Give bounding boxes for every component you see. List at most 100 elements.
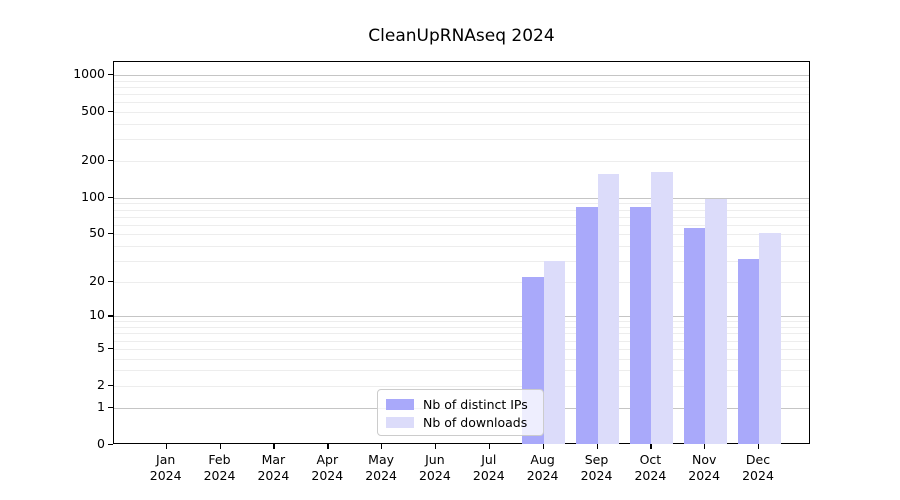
minor-gridline <box>114 216 809 218</box>
minor-gridline <box>114 260 809 262</box>
major-gridline <box>114 316 809 318</box>
minor-gridline <box>114 209 809 211</box>
minor-gridline <box>114 139 809 141</box>
x-tick-label: Mar 2024 <box>243 452 303 484</box>
y-tick-mark <box>108 111 113 113</box>
legend-entry: Nb of distinct IPs <box>386 396 535 412</box>
x-tick-label: Apr 2024 <box>297 452 357 484</box>
y-tick-label: 1 <box>97 398 105 414</box>
minor-gridline <box>114 102 809 104</box>
y-tick-mark <box>108 280 113 282</box>
bar-downloads <box>651 171 673 444</box>
legend-label: Nb of distinct IPs <box>423 396 528 412</box>
legend: Nb of distinct IPs Nb of downloads <box>377 389 544 436</box>
y-tick-label: 0 <box>97 435 105 451</box>
y-tick-label: 50 <box>89 225 105 241</box>
minor-gridline <box>114 86 809 88</box>
bar-downloads <box>705 198 727 444</box>
legend-label: Nb of downloads <box>423 414 528 430</box>
year-label: 2024 <box>634 468 667 483</box>
year-label: 2024 <box>203 468 236 483</box>
y-tick-label: 5 <box>97 339 105 355</box>
x-tick-mark <box>327 444 329 449</box>
x-tick-mark <box>650 444 652 449</box>
x-tick-label: Feb 2024 <box>190 452 250 484</box>
plot-area <box>113 61 810 444</box>
y-tick-mark <box>108 406 113 408</box>
x-tick-mark <box>596 444 598 449</box>
year-label: 2024 <box>418 468 451 483</box>
x-tick-label: May 2024 <box>351 452 411 484</box>
year-label: 2024 <box>149 468 182 483</box>
x-tick-mark <box>488 444 491 449</box>
year-label: 2024 <box>742 468 774 483</box>
minor-gridline <box>114 327 809 328</box>
y-tick-label: 500 <box>81 103 105 118</box>
month-label: Nov <box>691 452 717 467</box>
x-tick-label: Jul 2024 <box>459 452 519 484</box>
month-label: Mar <box>261 452 286 467</box>
y-tick-mark <box>108 159 113 162</box>
y-tick-mark <box>108 233 113 235</box>
minor-gridline <box>114 385 809 387</box>
minor-gridline <box>114 123 809 125</box>
x-tick-mark <box>219 444 221 449</box>
x-tick-label: Oct 2024 <box>620 452 680 484</box>
minor-gridline <box>114 112 809 113</box>
y-tick-label: 20 <box>89 272 105 288</box>
y-tick-mark <box>108 73 113 76</box>
minor-gridline <box>114 358 809 360</box>
minor-gridline <box>114 348 809 350</box>
x-tick-label: Sep 2024 <box>567 452 627 484</box>
legend-entry: Nb of downloads <box>386 414 535 430</box>
minor-gridline <box>114 203 809 205</box>
year-label: 2024 <box>257 468 290 483</box>
x-tick-label: Jun 2024 <box>405 452 465 484</box>
year-label: 2024 <box>580 468 613 483</box>
minor-gridline <box>114 94 809 95</box>
y-tick-label: 1000 <box>73 65 105 81</box>
x-tick-mark <box>165 444 167 449</box>
y-tick-label: 10 <box>89 307 105 323</box>
legend-swatch <box>386 398 414 410</box>
x-tick-label: Jan 2024 <box>136 452 196 484</box>
y-tick-mark <box>108 384 113 387</box>
y-tick-mark <box>108 347 113 349</box>
year-label: 2024 <box>688 468 721 483</box>
minor-gridline <box>114 234 809 236</box>
major-gridline <box>114 197 809 199</box>
legend-swatch <box>386 416 414 428</box>
minor-gridline <box>114 370 809 372</box>
y-tick-label: 200 <box>81 151 105 167</box>
bar-distinct-ips <box>576 206 598 444</box>
minor-gridline <box>114 321 809 323</box>
x-tick-label: Aug 2024 <box>513 452 573 484</box>
bar-distinct-ips <box>683 228 706 444</box>
bar-downloads <box>759 233 781 444</box>
major-gridline <box>114 74 809 76</box>
x-tick-mark <box>381 444 383 449</box>
x-tick-mark <box>704 444 706 449</box>
x-tick-mark <box>758 444 760 449</box>
minor-gridline <box>114 245 809 247</box>
month-label: Feb <box>208 452 231 467</box>
x-tick-label: Nov 2024 <box>674 452 734 484</box>
minor-gridline <box>114 340 809 342</box>
month-label: Jan <box>156 452 176 467</box>
x-tick-mark <box>542 444 544 449</box>
month-label: Sep <box>584 452 609 467</box>
x-tick-label: Dec 2024 <box>728 452 788 484</box>
y-tick-mark <box>108 443 113 445</box>
y-tick-mark <box>108 196 113 198</box>
year-label: 2024 <box>311 468 344 483</box>
month-label: Jul <box>481 452 497 467</box>
month-label: Oct <box>639 452 662 467</box>
bar-distinct-ips <box>737 259 759 444</box>
month-label: May <box>368 452 395 467</box>
y-tick-label: 2 <box>97 376 105 392</box>
y-tick-mark <box>108 315 113 317</box>
chart-title: CleanUpRNAseq 2024 <box>368 26 555 46</box>
bar-distinct-ips <box>629 206 652 444</box>
year-label: 2024 <box>526 468 559 483</box>
